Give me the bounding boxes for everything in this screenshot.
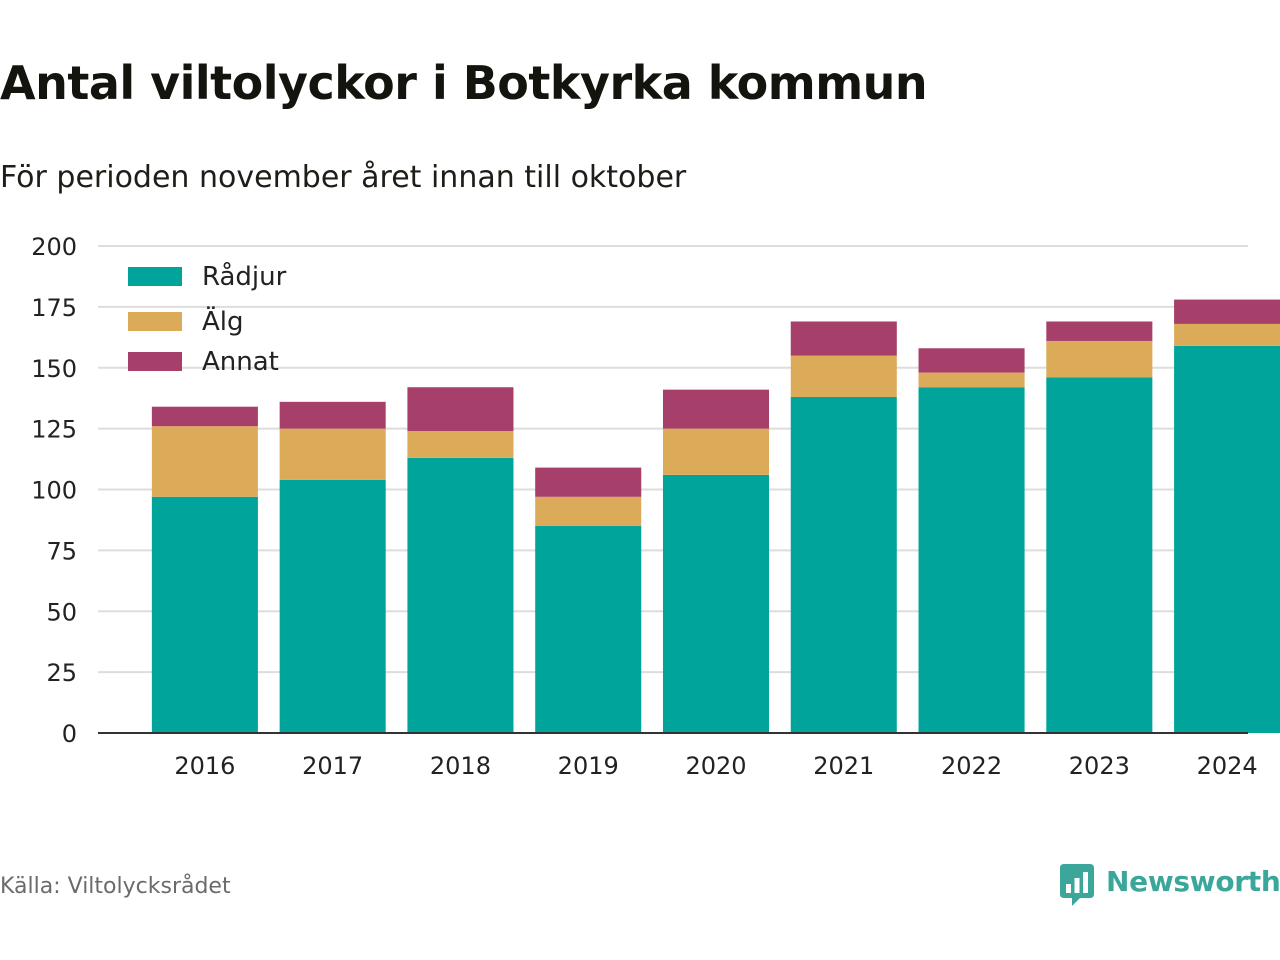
bar-2021-annat (790, 321, 897, 356)
bar-2024-älg (1174, 323, 1280, 346)
bar-2017-annat (279, 401, 386, 429)
bar-2017-älg (279, 428, 386, 480)
bar-2022-älg (918, 372, 1025, 388)
source-note: Källa: Viltolycksrådet (0, 874, 231, 899)
bar-2016-älg (151, 426, 258, 497)
bar-2023-rådjur (1046, 377, 1153, 733)
bars (151, 299, 1280, 733)
x-tick-label-2020: 2020 (685, 752, 746, 780)
legend-swatch-annat (128, 352, 182, 371)
bar-2024-rådjur (1174, 345, 1280, 733)
y-tick-label-25: 25 (46, 659, 77, 687)
x-tick-label-2017: 2017 (302, 752, 363, 780)
bar-2019-rådjur (535, 526, 642, 733)
legend: Rådjur Älg Annat (128, 261, 287, 377)
x-tick-label-2019: 2019 (558, 752, 619, 780)
bar-2018-annat (407, 387, 514, 432)
x-tick-label-2018: 2018 (430, 752, 491, 780)
bar-chart-speech-bubble-icon (1060, 864, 1094, 906)
bar-2019-annat (535, 467, 642, 497)
y-tick-label-50: 50 (46, 598, 77, 626)
bar-2024-annat (1174, 299, 1280, 324)
bar-2020-annat (662, 389, 770, 429)
y-tick-label-200: 200 (31, 233, 77, 261)
bar-2020-rådjur (662, 474, 770, 733)
bar-2016-annat (151, 406, 258, 427)
bar-2016-rådjur (151, 496, 258, 733)
brand-name: Newsworthy (1106, 865, 1280, 898)
x-tick-label-2023: 2023 (1069, 752, 1130, 780)
bar-2019-älg (535, 496, 642, 527)
y-tick-label-0: 0 (62, 720, 77, 748)
legend-label-annat: Annat (202, 347, 279, 377)
legend-swatch-rådjur (128, 267, 182, 286)
bar-2017-rådjur (279, 479, 386, 733)
chart-subtitle: För perioden november året innan till ok… (0, 160, 687, 195)
y-axis-tick-labels: 0 25 50 75 100 125 150 175 200 (31, 233, 77, 748)
bar-2021-rådjur (790, 396, 897, 733)
bar-2021-älg (790, 355, 897, 397)
x-tick-label-2021: 2021 (813, 752, 874, 780)
y-tick-label-100: 100 (31, 477, 77, 505)
y-tick-label-150: 150 (31, 355, 77, 383)
bar-2022-rådjur (918, 387, 1025, 733)
chart-title: Antal viltolyckor i Botkyrka kommun (0, 56, 928, 110)
bar-2023-annat (1046, 321, 1153, 341)
y-tick-label-125: 125 (31, 416, 77, 444)
bar-2018-rådjur (407, 457, 514, 733)
x-tick-label-2022: 2022 (941, 752, 1002, 780)
x-axis-tick-labels: 2016 2017 2018 2019 2020 2021 2022 2023 2024 (174, 752, 1257, 780)
legend-label-älg: Älg (202, 305, 244, 337)
x-tick-label-2024: 2024 (1197, 752, 1258, 780)
bar-2020-älg (662, 428, 770, 475)
bar-2018-älg (407, 431, 514, 458)
bar-2023-älg (1046, 340, 1153, 378)
legend-label-rådjur: Rådjur (202, 261, 287, 292)
bar-2022-annat (918, 348, 1025, 373)
legend-swatch-älg (128, 312, 182, 331)
y-tick-label-75: 75 (46, 537, 77, 565)
x-tick-label-2016: 2016 (174, 752, 235, 780)
y-tick-label-175: 175 (31, 294, 77, 322)
newsworthy-logo[interactable]: Newsworthy (1058, 862, 1280, 908)
